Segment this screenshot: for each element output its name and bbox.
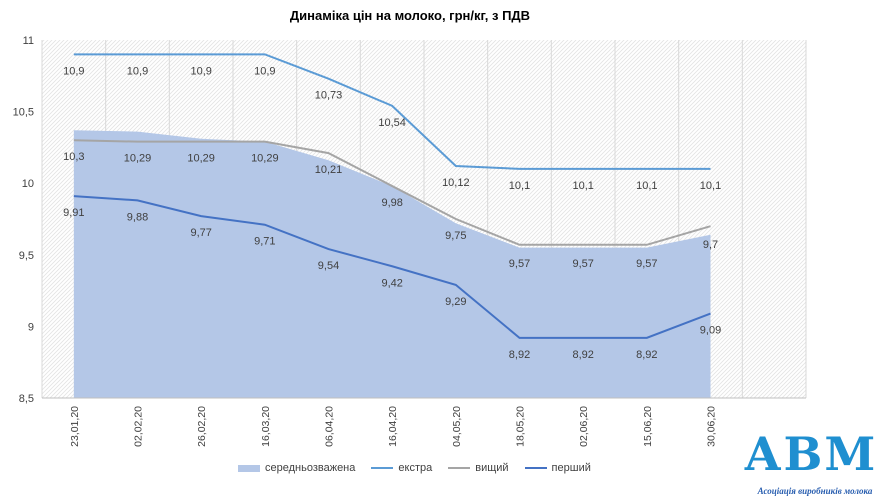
data-label: 9,57 [509,258,530,270]
x-tick-label: 02,02,20 [133,406,145,447]
data-label: 9,29 [445,296,466,308]
x-tick-label: 30,06,20 [706,406,718,447]
data-label: 8,92 [636,349,657,361]
legend-item-higher[interactable]: вищий [448,462,509,474]
legend-label-higher: вищий [475,462,509,474]
legend-item-average[interactable]: середньозважена [238,462,355,474]
data-label: 8,92 [509,349,530,361]
logo-wordmark: АВМ [744,427,878,481]
data-label: 10,1 [700,180,721,192]
legend-item-extra[interactable]: екстра [371,462,432,474]
data-label: 10,29 [251,153,279,165]
avm-logo: АВМ Асоціація виробників молока [736,428,896,500]
data-label: 9,88 [127,211,148,223]
x-tick-label: 26,02,20 [196,406,208,447]
data-label: 10,1 [636,180,657,192]
chart-title: Динаміка цін на молоко, грн/кг, з ПДВ [289,8,531,23]
y-tick-label: 11 [23,35,34,47]
data-label: 9,71 [254,236,275,248]
data-label: 9,54 [318,260,339,272]
x-tick-label: 06,04,20 [324,406,336,447]
data-label: 9,09 [700,325,721,337]
x-tick-label: 02,06,20 [578,406,590,447]
y-tick-label: 9 [28,321,34,333]
data-label: 10,9 [63,65,84,77]
data-label: 10,29 [124,153,152,165]
legend-label-first: перший [551,462,591,474]
y-tick-label: 10 [22,178,34,190]
data-label: 9,57 [572,258,593,270]
x-tick-label: 23,01,20 [69,406,81,447]
data-label: 8,92 [572,349,593,361]
x-tick-label: 16,03,20 [260,406,272,447]
data-label: 9,77 [190,227,211,239]
legend-swatch-first [524,467,547,469]
data-label: 10,9 [190,65,211,77]
data-label: 10,1 [509,180,530,192]
legend-label-extra: екстра [398,462,433,474]
data-label: 10,9 [127,65,148,77]
data-label: 9,98 [381,197,402,209]
y-tick-label: 8,5 [19,393,34,405]
data-label: 9,7 [703,239,718,251]
legend-swatch-extra [371,467,394,469]
data-label: 9,42 [381,277,402,289]
data-label: 10,29 [187,153,215,165]
data-label: 10,3 [63,151,84,163]
x-tick-label: 16,04,20 [387,406,399,447]
data-label: 10,12 [442,177,470,189]
data-label: 9,57 [636,258,657,270]
x-tick-label: 04,05,20 [451,406,463,447]
legend-swatch-average [238,464,260,472]
data-label: 10,73 [315,90,343,102]
data-label: 9,91 [63,207,84,219]
y-tick-label: 9,5 [19,250,34,262]
data-label: 10,54 [378,117,406,129]
y-tick-label: 10,5 [13,107,34,119]
data-label: 10,1 [572,180,593,192]
chart-legend: середньозважена екстра вищий перший [238,462,591,474]
x-tick-label: 18,05,20 [515,406,527,447]
data-label: 10,9 [254,65,275,77]
data-label: 10,21 [315,164,343,176]
logo-caption: Асоціація виробників молока [757,486,873,496]
legend-swatch-higher [448,467,471,469]
data-label: 9,75 [445,230,466,242]
x-tick-label: 15,06,20 [642,406,654,447]
legend-label-average: середньозважена [265,462,356,474]
legend-item-first[interactable]: перший [524,462,591,474]
area-series-average [73,130,711,398]
